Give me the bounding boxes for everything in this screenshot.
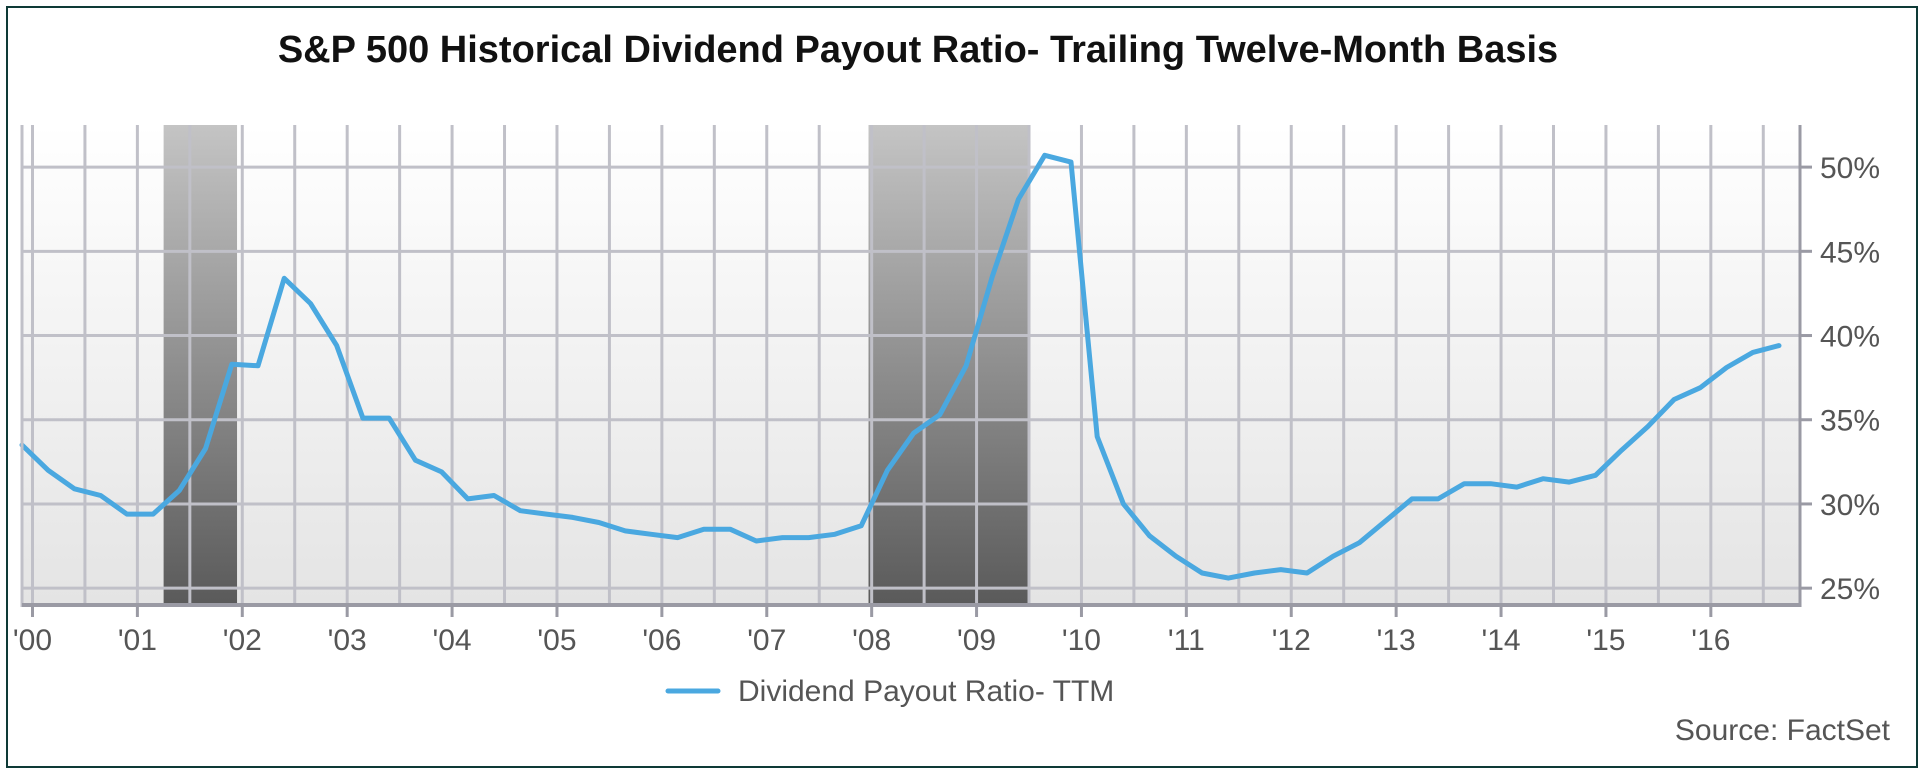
axes	[20, 125, 1812, 617]
x-tick-label-7: '06	[642, 624, 681, 657]
source-label: Source: FactSet	[1675, 714, 1891, 747]
legend-label: Dividend Payout Ratio- TTM	[738, 675, 1114, 708]
x-tick-label-15: '14	[1481, 624, 1520, 657]
x-tick-label-8: '07	[747, 624, 786, 657]
y-tick-labels: 25% 30% 35% 40% 45% 50%	[1820, 152, 1880, 606]
x-tick-label-6: '05	[537, 624, 576, 657]
chart-title: S&P 500 Historical Dividend Payout Ratio…	[278, 29, 1558, 71]
x-tick-label-16: '15	[1586, 624, 1625, 657]
y-tick-label-3: 35%	[1820, 405, 1880, 438]
recession-band-1	[163, 125, 238, 605]
x-tick-label-11: '10	[1062, 624, 1101, 657]
x-tick-label-2: '01	[118, 624, 157, 657]
x-tick-label-3: '02	[223, 624, 262, 657]
y-tick-label-4: 40%	[1820, 321, 1880, 354]
x-tick-label-4: '03	[328, 624, 367, 657]
legend: Dividend Payout Ratio- TTM	[665, 675, 1114, 708]
recession-band-2	[868, 125, 1030, 605]
x-tick-label-1: '00	[13, 624, 52, 657]
y-tick-label-6: 50%	[1820, 152, 1880, 185]
series-lines	[19, 152, 1782, 581]
x-tick-label-9: '08	[852, 624, 891, 657]
grid-lines	[22, 125, 1800, 605]
x-tick-label-12: '11	[1168, 624, 1205, 657]
x-tick-label-10: '09	[957, 624, 996, 657]
x-tick-label-5: '04	[433, 624, 472, 657]
x-tick-label-17: '16	[1691, 624, 1730, 657]
x-tick-label-13: '12	[1272, 624, 1311, 657]
y-tick-label-5: 45%	[1820, 236, 1880, 269]
y-tick-label-1: 25%	[1820, 573, 1880, 606]
x-tick-label-14: '13	[1377, 624, 1416, 657]
series-line-1	[19, 152, 1782, 581]
x-tick-labels: '00 '01 '02 '03 '04 '05 '06 '07 '08 '09 '10 '11 '12 '…	[13, 624, 1730, 657]
recession-bands	[163, 125, 1030, 605]
y-tick-label-2: 30%	[1820, 489, 1880, 522]
